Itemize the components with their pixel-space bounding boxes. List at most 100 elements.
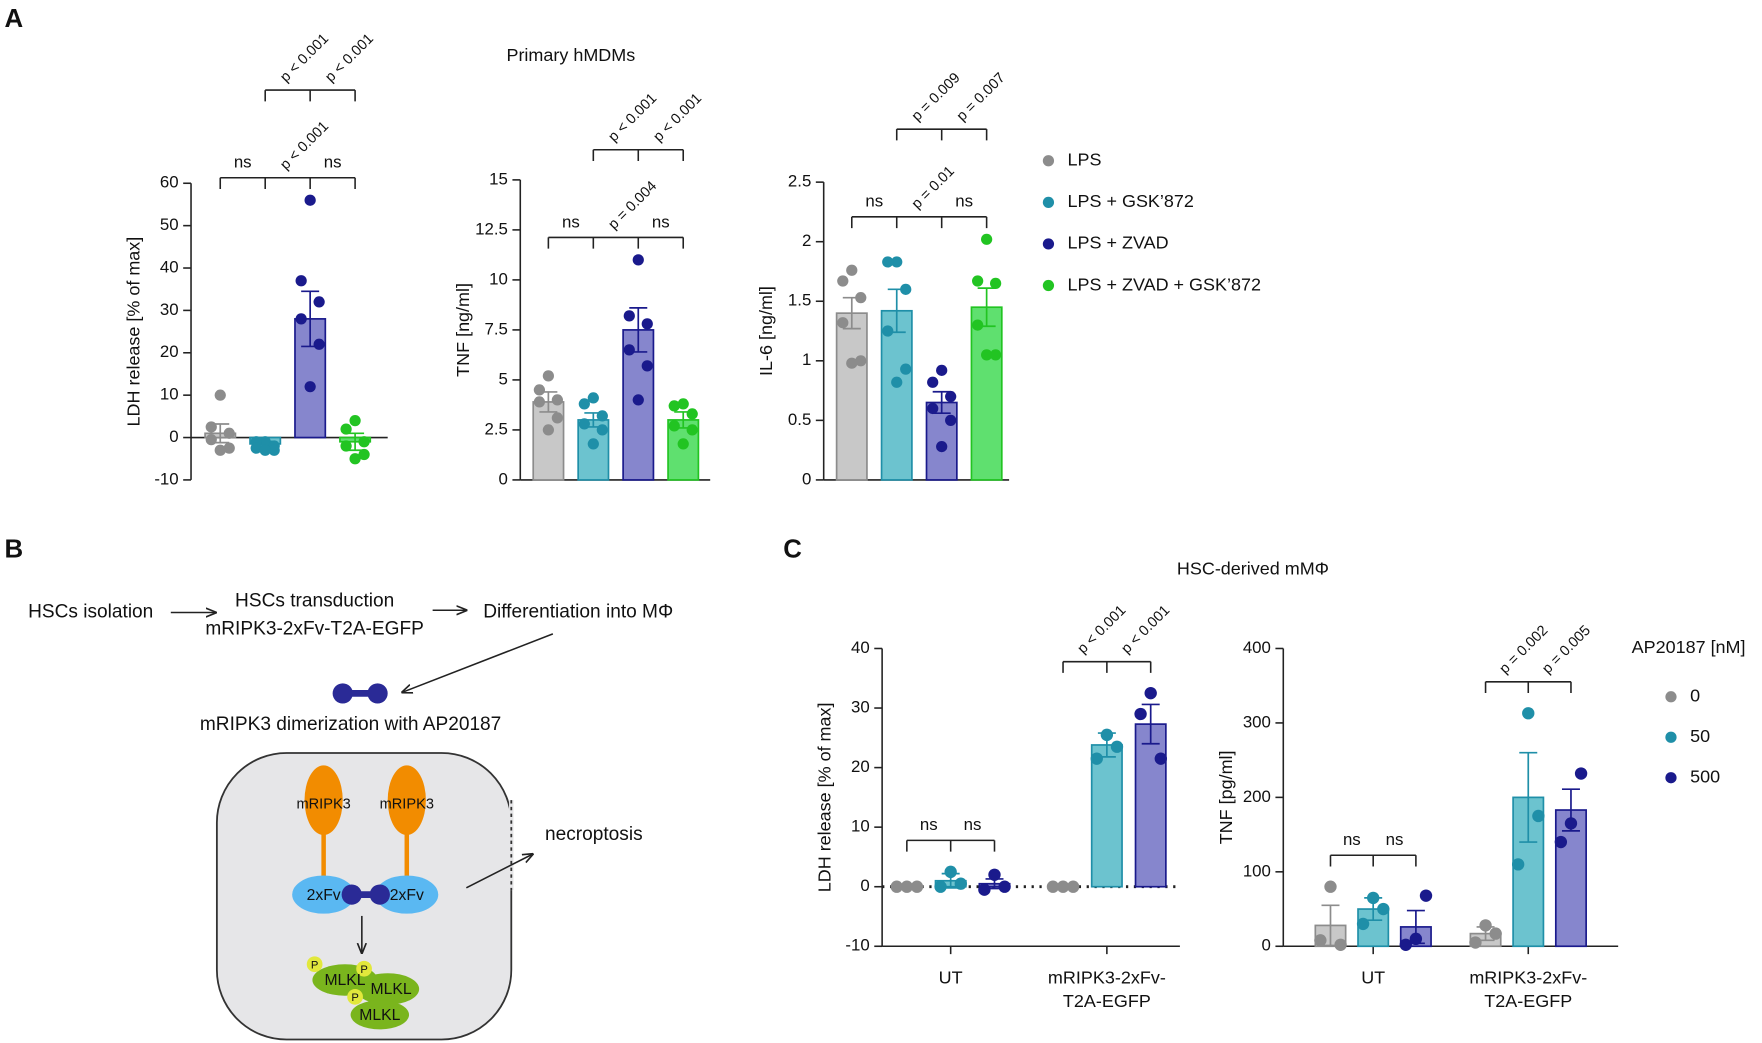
bar [880,309,913,481]
y-tick-label: 10 [489,269,508,288]
bar [1134,723,1167,888]
data-point [1314,934,1327,947]
x-tick-label: UT [938,968,963,988]
data-point [927,402,939,415]
data-point [313,338,325,350]
y-tick-label: 1.5 [788,291,811,310]
data-point [855,355,867,367]
data-point [990,277,1002,290]
data-point [214,444,226,456]
data-point [223,442,235,454]
data-point [846,264,858,276]
data-point [945,414,957,426]
data-point [944,865,957,879]
data-point [972,275,984,287]
data-point [900,880,914,893]
data-point [578,418,590,430]
data-point [936,364,948,376]
data-point [891,256,903,268]
y-tick-label: 100 [1243,861,1271,880]
y-axis-label: TNF [pg/ml] [1216,750,1236,844]
legend-label: 0 [1690,686,1700,706]
y-tick-label: 0 [169,427,178,446]
data-point [533,384,546,396]
data-point [623,344,635,356]
x-tick-label-box: UT [938,968,963,988]
data-point [1554,835,1568,849]
y-tick-label: 400 [1243,638,1271,657]
data-point [340,423,352,435]
arrow [465,854,532,889]
y-axis-label: LDH release [% of max] [815,702,835,892]
data-point [205,421,217,433]
data-point [223,427,235,439]
y-tick-label: 40 [160,257,179,276]
data-point [954,877,967,890]
chart-title: HSC-derived mMΦ [1177,559,1329,579]
data-point [259,436,271,448]
data-point [551,412,563,424]
comparison-label: p < 0.001 [1119,602,1174,657]
data-point [295,275,307,287]
data-point [677,438,689,450]
substrate-label: MLKL [371,981,412,998]
data-point [578,398,590,410]
data-point [268,444,280,456]
data-point [1574,767,1588,780]
y-tick-label: 2.5 [788,172,811,191]
data-point [882,325,894,337]
comparison-bracket [1484,680,1572,694]
y-tick-label: 5 [499,369,508,388]
legend-label: 50 [1690,726,1710,746]
receptor-label: mRIPK3 [380,797,434,813]
data-point [891,376,903,388]
data-point [1134,707,1147,721]
data-point [632,254,644,266]
comparison-bracket [1062,660,1152,673]
data-point [587,438,599,450]
legend-marker [1042,238,1055,250]
legend-marker [1042,155,1055,167]
data-point [304,381,316,393]
substrate-label: MLKL [324,972,365,989]
comparison-label: ns [324,153,342,172]
data-point [677,398,689,410]
data-point [641,318,653,330]
y-tick-label: 0 [499,469,508,488]
x-tick-label: mRIPK3-2xFv-T2A-EGFP [1047,968,1166,1012]
y-tick-label: 20 [160,342,179,361]
data-point [837,275,849,287]
data-point [945,390,957,403]
data-point [1532,809,1545,823]
panel-label: B [4,536,23,564]
data-point [686,424,698,436]
x-tick-label-box: mRIPK3-2xFv-T2A-EGFP [1047,968,1166,1012]
comparison-label: ns [652,212,670,231]
data-point [250,442,262,454]
comparison-label: p = 0.007 [954,70,1009,125]
legend-title: AP20187 [nM] [1632,637,1746,657]
y-tick-label: 1 [802,350,811,369]
comparison-label: p = 0.009 [909,70,964,125]
y-tick-label: 20 [851,757,870,776]
step: HSCs isolation [28,602,153,623]
domain-label: 2xFv [390,887,424,904]
comparison-label: ns [1386,830,1404,849]
comparison-label: ns [920,815,938,834]
data-point [981,349,993,361]
data-point [900,363,912,375]
bar [835,312,868,481]
data-point [910,880,924,893]
data-point [855,292,867,304]
phospho-label: P [311,959,318,971]
y-tick-label: 7.5 [485,319,508,338]
y-tick-label: 30 [851,697,870,716]
data-point [668,420,680,432]
data-point [972,319,984,331]
data-point [1056,880,1070,893]
y-tick-label: 2 [802,231,811,250]
y-tick-label: 15 [489,169,508,188]
legend-label: 500 [1690,766,1720,786]
dimerizer [332,683,388,704]
